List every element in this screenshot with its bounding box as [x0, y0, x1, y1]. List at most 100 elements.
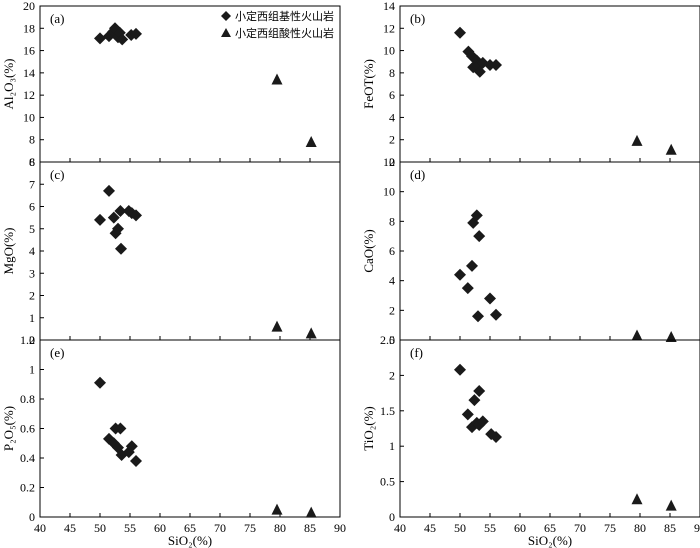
y-tick-label: 3	[29, 266, 35, 280]
chart-panel-2: 0 2 4 6 8 10 12 14 (b) FeOT(%)	[361, 0, 700, 169]
y-tick-label: 6	[29, 155, 35, 169]
y-tick-label: 16	[23, 44, 35, 58]
chart-panel-1: 68101214161820(a)Al₂O₃(%)小定西组基性火山岩小定西组酸性…	[1, 0, 341, 169]
y-tick-label: 10	[383, 185, 395, 199]
diamond-marker	[114, 204, 127, 217]
y-tick-label: 8	[389, 66, 395, 80]
y-tick-label: 1	[389, 439, 395, 453]
diamond-marker	[130, 27, 142, 40]
legend-diamond-icon	[221, 11, 231, 21]
y-tick-label: 1.2	[20, 333, 35, 347]
y-axis-label: Al₂O₃(%)	[1, 59, 16, 110]
x-tick-label: 60	[514, 521, 526, 535]
x-tick-label: 90	[334, 521, 346, 535]
x-tick-label: 45	[424, 521, 436, 535]
y-tick-label: 0.5	[380, 475, 395, 489]
x-tick-label: 65	[184, 521, 196, 535]
triangle-marker	[631, 329, 643, 341]
triangle-marker	[305, 506, 317, 518]
diamond-marker	[490, 308, 502, 321]
y-tick-label: 1.5	[380, 404, 395, 418]
x-tick-label: 50	[94, 521, 106, 535]
plot-frame	[39, 339, 341, 518]
y-tick-label: 12	[23, 88, 35, 102]
plot-frame	[399, 161, 700, 341]
y-tick-label: 2	[29, 289, 35, 303]
x-tick-label: 40	[394, 521, 406, 535]
panel-label: (f)	[410, 345, 423, 360]
y-axis-label: P₂O₅(%)	[1, 406, 16, 451]
diamond-marker	[454, 268, 466, 281]
x-axis-label: SiO₂(%)	[168, 533, 212, 548]
y-tick-label: 4	[29, 244, 35, 258]
y-tick-label: 6	[29, 200, 35, 214]
y-tick-label: 0	[389, 155, 395, 169]
y-axis-label: CaO(%)	[361, 229, 376, 272]
diamond-marker	[454, 26, 466, 39]
y-axis-label: TiO₂(%)	[361, 406, 376, 451]
triangle-marker	[665, 499, 677, 511]
diamond-marker	[472, 310, 484, 323]
y-tick-label: 12	[383, 21, 395, 35]
diamond-marker	[476, 56, 489, 69]
x-tick-label: 75	[604, 521, 616, 535]
y-tick-label: 2	[389, 133, 395, 147]
x-tick-label: 45	[64, 521, 76, 535]
y-tick-label: 10	[23, 110, 35, 124]
diamond-marker	[125, 440, 138, 453]
panel-label: (c)	[50, 167, 64, 182]
chart-panel-4: 0 2 4 6 8 10 12 (d) CaO(%)	[361, 155, 700, 347]
x-tick-label: 85	[304, 521, 316, 535]
triangle-marker	[305, 135, 317, 147]
x-tick-label: 55	[124, 521, 136, 535]
x-tick-label: 50	[454, 521, 466, 535]
triangle-marker	[665, 143, 677, 155]
triangle-marker	[271, 73, 283, 85]
y-tick-label: 0	[389, 510, 395, 524]
x-tick-label: 80	[274, 521, 286, 535]
y-tick-label: 8	[29, 133, 35, 147]
x-tick-label: 85	[664, 521, 676, 535]
legend-entry-label: 小定西组基性火山岩	[235, 9, 334, 23]
y-tick-label: 8	[389, 214, 395, 228]
triangle-marker	[271, 503, 283, 515]
legend-entry-label: 小定西组酸性火山岩	[235, 26, 334, 40]
y-tick-label: 0	[389, 333, 395, 347]
panel-label: (d)	[410, 167, 425, 182]
y-tick-label: 1	[29, 363, 35, 377]
diamond-marker	[103, 184, 115, 197]
diamond-marker	[94, 213, 106, 226]
x-tick-label: 75	[244, 521, 256, 535]
diamond-marker	[94, 376, 106, 389]
plot-frame	[399, 339, 700, 518]
diamond-marker	[103, 30, 115, 43]
x-tick-label: 40	[34, 521, 46, 535]
plot-frame	[399, 5, 700, 163]
diamond-marker	[461, 408, 474, 421]
y-tick-label: 14	[383, 0, 395, 13]
triangle-marker	[631, 493, 643, 505]
y-tick-label: 2	[389, 368, 395, 382]
chart-panel-6: 40 45 50 55 60 65 70 75 80 85 90 0 0.5 1 1.5 2 2.5 (f) TiO…	[361, 333, 700, 548]
triangle-marker	[665, 331, 677, 343]
triangle-marker	[631, 134, 643, 146]
diamond-marker	[468, 394, 481, 407]
plot-frame	[39, 161, 341, 341]
diamond-marker	[114, 422, 127, 435]
diamond-marker	[116, 33, 129, 46]
diamond-marker	[130, 454, 142, 467]
diamond-marker	[115, 242, 127, 255]
diamond-marker	[454, 363, 466, 376]
x-tick-label: 70	[214, 521, 226, 535]
y-tick-label: 0	[29, 333, 35, 347]
y-tick-label: 2.5	[380, 333, 395, 347]
chart-panel-5: 40 45 50 55 60 65 70 75 80 85 90 0 0.2 0.4 0.6 0.8 1 1.2 (…	[1, 333, 346, 548]
x-tick-label: 80	[634, 521, 646, 535]
y-tick-label: 0.6	[20, 422, 35, 436]
y-tick-label: 0.8	[20, 392, 35, 406]
x-tick-label: 60	[154, 521, 166, 535]
diamond-marker	[484, 292, 496, 305]
panel-label: (a)	[50, 11, 64, 26]
